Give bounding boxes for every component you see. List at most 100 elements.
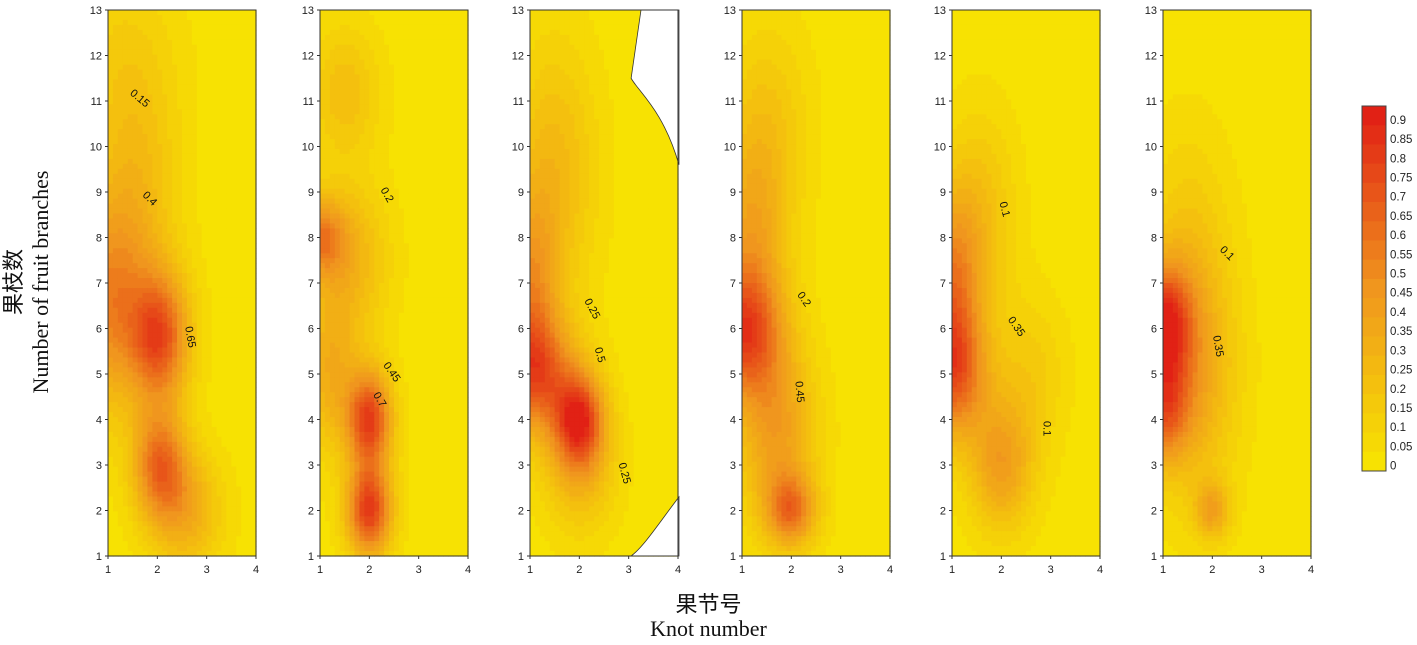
contour-cell [246,114,252,120]
contour-cell [127,531,134,537]
contour-cell [221,516,227,522]
contour-cell [384,14,390,21]
contour-cell [117,352,124,359]
contour-cell [221,263,227,269]
contour-cell [137,347,144,354]
contour-cell [359,29,365,36]
contour-cell [389,203,395,210]
contour-cell [344,268,351,274]
contour-cell [177,238,183,244]
contour-cell [236,158,242,165]
contour-cell [226,327,232,334]
contour-cell [379,441,385,448]
contour-cell [236,148,242,155]
contour-cell [241,417,247,423]
contour-cell [152,104,158,110]
contour-cell [389,183,395,190]
contour-cell [152,402,158,408]
contour-cell [374,109,380,115]
contour-cell [172,312,178,319]
contour-cell [196,287,203,294]
contour-cell [334,148,341,155]
contour-cell [241,263,247,269]
contour-cell [389,307,395,314]
contour-cell [152,144,158,150]
contour-cell [112,491,119,498]
contour-cell [374,461,380,468]
contour-cell [152,84,158,91]
contour-cell [329,476,336,483]
contour-cell [191,307,198,314]
contour-cell [369,144,375,150]
contour-cell [117,203,124,210]
contour-cell [379,64,385,71]
contour-cell [162,481,168,488]
contour-cell [216,134,223,140]
contour-cell [339,173,346,180]
contour-cell [132,307,139,314]
contour-cell [122,74,129,81]
contour-cell [142,372,149,378]
contour-cell [359,44,365,51]
contour-cell [216,139,223,145]
contour-cell [344,516,351,522]
contour-cell [324,273,331,279]
contour-cell [231,144,237,150]
contour-cell [127,481,134,488]
contour-cell [339,501,346,507]
contour-cell [196,183,203,190]
contour-cell [334,153,341,160]
contour-cell [329,352,336,359]
contour-cell [236,10,242,16]
contour-cell [167,188,173,195]
contour-cell [369,44,375,51]
contour-cell [172,198,178,205]
contour-cell [320,198,326,205]
contour-cell [369,253,375,259]
contour-cell [329,64,336,71]
contour-cell [329,34,336,41]
contour-cell [246,158,252,165]
contour-cell [108,347,114,354]
contour-cell [147,332,153,339]
contour-cell [231,521,237,527]
contour-cell [182,387,188,393]
contour-cell [211,268,218,274]
contour-cell [191,198,198,205]
contour-cell [384,372,390,378]
contour-cell [354,461,361,468]
contour-cell [241,332,247,339]
contour-cell [172,481,178,488]
contour-cell [186,218,193,225]
contour-cell [167,114,173,120]
contour-cell [142,153,149,160]
contour-cell [108,94,114,100]
contour-cell [122,426,129,433]
contour-cell [186,10,193,16]
contour-cell [359,456,365,463]
contour-cell [221,426,227,433]
contour-cell [157,139,163,145]
contour-cell [374,49,380,56]
contour-cell [108,243,114,249]
contour-cell [389,79,395,86]
contour-cell [320,287,326,294]
contour-cell [246,84,252,91]
contour-cell [211,193,218,200]
contour-cell [196,44,203,51]
contour-cell [132,332,139,339]
contour-cell [320,501,326,507]
contour-cell [137,283,144,289]
contour-cell [127,109,134,115]
contour-cell [142,223,149,229]
contour-cell [162,253,168,259]
contour-cell [157,263,163,269]
contour-cell [108,144,114,150]
contour-cell [226,283,232,289]
contour-cell [354,213,361,220]
contour-cell [384,347,390,354]
contour-cell [231,49,237,56]
contour-cell [196,203,203,210]
contour-cell [142,178,149,185]
contour-cell [206,193,213,200]
